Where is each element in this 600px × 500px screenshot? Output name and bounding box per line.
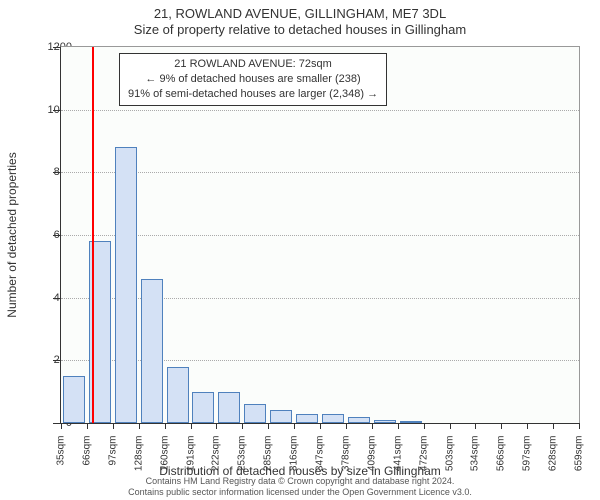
bar <box>192 392 214 423</box>
bar <box>218 392 240 423</box>
x-tick <box>61 423 62 429</box>
bar <box>296 414 318 423</box>
y-tick <box>53 172 61 173</box>
x-tick <box>268 423 269 429</box>
bar <box>63 376 85 423</box>
x-tick <box>501 423 502 429</box>
x-tick <box>216 423 217 429</box>
footer-line: Contains public sector information licen… <box>0 487 600 498</box>
y-tick <box>53 298 61 299</box>
bar <box>322 414 344 423</box>
x-tick <box>294 423 295 429</box>
x-tick <box>87 423 88 429</box>
chart-title: 21, ROWLAND AVENUE, GILLINGHAM, ME7 3DL <box>0 0 600 22</box>
y-tick <box>53 47 61 48</box>
y-tick <box>53 235 61 236</box>
y-tick <box>53 360 61 361</box>
footer-line: Contains HM Land Registry data © Crown c… <box>0 476 600 487</box>
bar <box>167 367 189 423</box>
chart-subtitle: Size of property relative to detached ho… <box>0 22 600 37</box>
annotation-line: ← 9% of detached houses are smaller (238… <box>128 72 378 87</box>
x-tick <box>450 423 451 429</box>
annotation-box: 21 ROWLAND AVENUE: 72sqm ← 9% of detache… <box>119 53 387 106</box>
y-axis-title: Number of detached properties <box>5 152 19 317</box>
bar <box>348 417 370 423</box>
bar <box>374 420 396 423</box>
x-tick <box>372 423 373 429</box>
x-tick <box>424 423 425 429</box>
x-tick <box>398 423 399 429</box>
x-tick <box>320 423 321 429</box>
y-tick <box>53 110 61 111</box>
bar <box>270 410 292 423</box>
chart-container: { "chart": { "type": "histogram", "title… <box>0 0 600 500</box>
x-tick <box>191 423 192 429</box>
x-tick <box>553 423 554 429</box>
bar <box>244 404 266 423</box>
annotation-line: 91% of semi-detached houses are larger (… <box>128 87 378 102</box>
x-tick <box>579 423 580 429</box>
bar <box>400 421 422 423</box>
plot-area: 21 ROWLAND AVENUE: 72sqm ← 9% of detache… <box>60 46 580 424</box>
x-tick <box>346 423 347 429</box>
x-tick <box>165 423 166 429</box>
x-tick <box>139 423 140 429</box>
x-tick <box>475 423 476 429</box>
marker-line-inner <box>92 47 94 423</box>
bar <box>141 279 163 423</box>
footer-text: Contains HM Land Registry data © Crown c… <box>0 476 600 498</box>
y-tick <box>53 423 61 424</box>
x-tick <box>113 423 114 429</box>
annotation-line: 21 ROWLAND AVENUE: 72sqm <box>128 57 378 72</box>
bar <box>115 147 137 423</box>
x-tick <box>527 423 528 429</box>
x-tick <box>242 423 243 429</box>
